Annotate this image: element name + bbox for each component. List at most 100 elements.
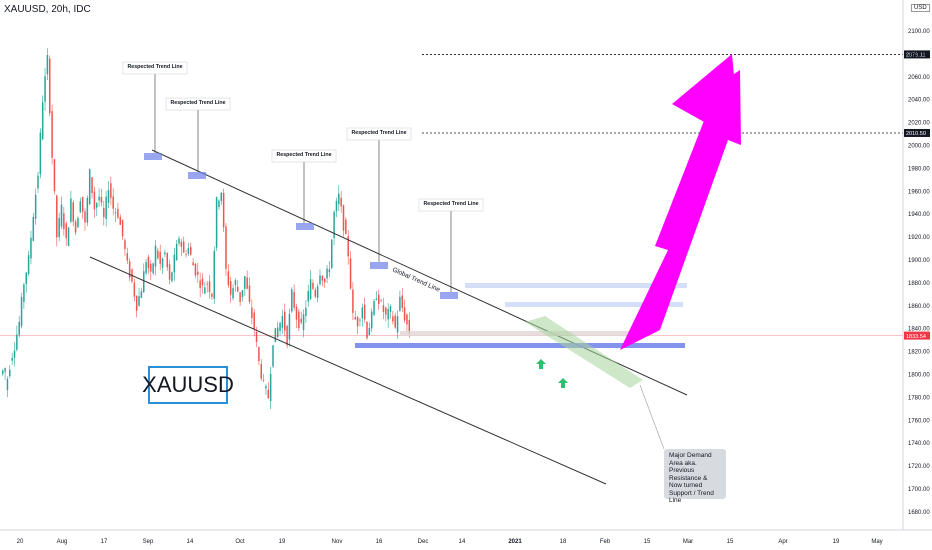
overlay-layer: 2079.11 2010.50 1833.54 Respected Trend Lin… (0, 50, 930, 485)
candle-body (135, 295, 138, 311)
x-tick-label: 19 (833, 539, 840, 545)
touch-marker (296, 223, 314, 230)
resistance-zone-lower (505, 302, 683, 307)
resistance-zone-upper (465, 283, 687, 288)
candle-body (164, 252, 166, 255)
y-tick-label: 1740.00 (908, 441, 930, 447)
candle-body (229, 281, 232, 295)
candle-body (321, 275, 324, 281)
candle-body (206, 283, 208, 285)
candle-body (225, 226, 227, 269)
candle-body (100, 197, 103, 203)
candle-body (284, 311, 286, 331)
candle-body (288, 313, 291, 340)
candle-body (309, 279, 312, 300)
x-tick-label: Apr (778, 539, 787, 545)
candle-body (2, 370, 4, 375)
x-tick-label: 15 (644, 539, 651, 545)
candle-body (338, 193, 340, 205)
candle-body (16, 334, 18, 350)
candle-body (114, 212, 117, 214)
candle-body (208, 281, 211, 293)
candle-body (281, 316, 284, 328)
candle-body (168, 264, 171, 280)
bounce-arrow (536, 359, 546, 369)
level-label-bg (904, 331, 930, 340)
candle-body (79, 201, 82, 213)
candle-body (154, 245, 157, 267)
bounce-arrow (558, 378, 568, 388)
candle-body (93, 191, 96, 210)
candle-body (406, 314, 408, 325)
callout-box (271, 149, 337, 163)
candle-body (262, 379, 265, 381)
candle-body (65, 223, 67, 239)
candle-body (267, 389, 270, 399)
y-tick-label: 1920.00 (908, 235, 930, 241)
candle-body (67, 227, 70, 247)
candle-body (49, 58, 51, 114)
y-tick-label: 1680.00 (908, 510, 930, 516)
supply-zone (400, 331, 642, 336)
candle-body (326, 268, 328, 279)
demand-area (525, 316, 643, 388)
candle-body (197, 271, 199, 275)
target-arrow-head (672, 54, 740, 142)
candle-body (56, 195, 58, 238)
candle-body (251, 307, 253, 319)
candle-body (347, 236, 349, 257)
x-tick-label: Sep (143, 539, 154, 545)
candle-body (175, 243, 178, 261)
y-tick-label: 1760.00 (908, 418, 930, 424)
candle-body (269, 373, 272, 402)
x-tick-label: 17 (101, 539, 108, 545)
candle-body (232, 288, 234, 299)
candle-body (124, 240, 126, 250)
candle-body (399, 296, 401, 311)
y-tick-label: 1700.00 (908, 487, 930, 493)
candle-body (88, 169, 91, 205)
candle-body (253, 312, 255, 330)
candle-body (375, 298, 378, 300)
candle-body (30, 237, 32, 259)
level-label-bg (904, 50, 930, 59)
x-tick-label: 19 (279, 539, 286, 545)
candle-body (4, 368, 6, 372)
candle-body (145, 262, 147, 274)
candle-body (363, 304, 366, 320)
candle-body (180, 241, 183, 247)
candle-body (307, 291, 309, 302)
candle-body (359, 319, 361, 321)
candle-body (272, 345, 274, 367)
candle-body (9, 369, 11, 377)
candle-body (103, 208, 105, 218)
y-tick-label: 2040.00 (908, 98, 930, 104)
candle-body (51, 111, 53, 158)
candle-body (220, 192, 223, 201)
x-tick-label: 15 (727, 539, 734, 545)
candle-body (291, 289, 293, 312)
callout-label: Respected Trend Line (170, 100, 225, 106)
x-tick-label: 14 (459, 539, 466, 545)
candle-body (239, 292, 241, 303)
x-tick-label: Mar (683, 539, 693, 545)
candle-body (340, 197, 342, 207)
candle-body (394, 315, 396, 328)
candle-body (13, 350, 16, 358)
candle-body (246, 277, 248, 289)
candle-body (319, 275, 321, 285)
candle-body (11, 357, 13, 361)
x-tick-label: Dec (418, 539, 429, 545)
x-tick-label: 2021 (508, 539, 522, 545)
candle-body (91, 177, 93, 194)
x-tick-label: 20 (17, 539, 24, 545)
candle-body (354, 317, 356, 320)
candle-body (107, 189, 110, 203)
candle-body (143, 271, 145, 293)
callout-label: Respected Trend Line (127, 64, 182, 70)
candle-body (53, 159, 56, 192)
candle-body (222, 192, 225, 228)
candle-body (32, 216, 35, 241)
level-label: 1833.54 (906, 334, 926, 340)
